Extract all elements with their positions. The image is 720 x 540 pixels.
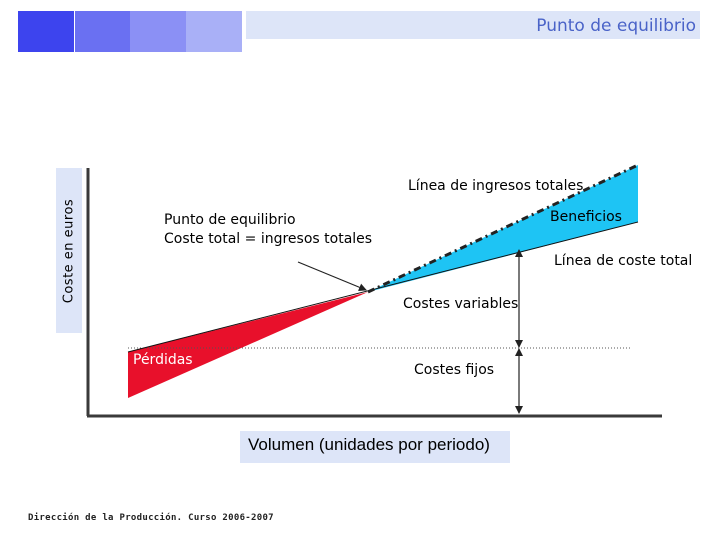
y-axis-label: Coste en euros [61,198,77,303]
header-square-4 [186,11,242,52]
header-square-1 [18,11,74,52]
benefits-label: Beneficios [550,209,622,225]
header-square-2 [75,11,131,52]
break-even-arrow [297,261,367,292]
break-even-title-label: Punto de equilibrio [164,212,296,228]
x-axis-label-box [240,431,510,463]
fixed-costs-label: Costes fijos [414,362,495,378]
y-axis-label-box: Coste en euros [56,168,82,333]
slide-title: Punto de equilibrio [536,16,696,36]
header-square-3 [130,11,186,52]
total-cost-line-label: Línea de coste total [554,253,693,269]
x-axis-label: Volumen (unidades por periodo) [248,435,490,454]
revenue-line-label: Línea de ingresos totales [408,178,584,194]
variable-costs-label: Costes variables [403,296,519,312]
losses-area [128,292,368,398]
total-cost-line [127,221,639,353]
footer-text: Dirección de la Producción. Curso 2006-2… [28,513,274,523]
losses-label: Pérdidas [133,352,193,368]
title-bar [246,11,700,39]
break-even-formula-label: Coste total = ingresos totales [164,231,373,247]
